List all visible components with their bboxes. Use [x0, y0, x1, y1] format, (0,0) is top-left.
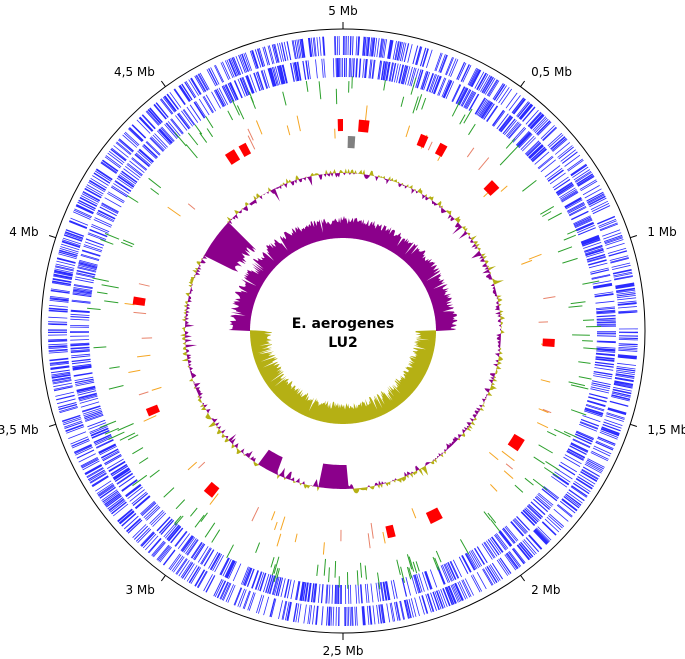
organism-name: E. aerogenes [292, 316, 395, 332]
cds-reverse-ring [69, 57, 617, 605]
scale-ticks [48, 22, 638, 640]
red-region [434, 142, 448, 157]
salmon-feature-marks [133, 128, 556, 549]
scale-label: 1 Mb [647, 225, 676, 239]
red-region [416, 133, 429, 148]
red-region-track [132, 119, 555, 539]
red-region [385, 524, 396, 539]
scale-labels: 5 Mb 0,5 Mb 1 Mb 1,5 Mb 2 Mb 2,5 Mb 3 Mb 3,5 Mb… [0, 4, 685, 658]
green-feature-track [87, 76, 602, 590]
scale-label: 5 Mb [328, 4, 357, 18]
red-region [145, 404, 160, 417]
scale-label: 0,5 Mb [531, 65, 572, 79]
scale-tick [630, 423, 638, 427]
red-region [358, 119, 370, 133]
red-region [483, 180, 500, 196]
scale-label: 3 Mb [125, 583, 154, 597]
red-region [238, 142, 252, 157]
scale-label: 2,5 Mb [323, 644, 364, 658]
orange-feature-track [124, 105, 556, 555]
scale-label: 2 Mb [531, 583, 560, 597]
center-label: E. aerogenes LU2 [292, 316, 395, 351]
scale-tick [520, 575, 526, 582]
gray-region [347, 136, 356, 149]
red-region [337, 119, 343, 132]
orange-feature-marks [124, 105, 554, 555]
scale-label: 4,5 Mb [114, 65, 155, 79]
scale-tick [48, 423, 56, 427]
scale-tick [160, 80, 166, 87]
scale-tick [630, 235, 638, 239]
red-region [542, 338, 555, 347]
cds-tracks [47, 35, 639, 627]
strain-name: LU2 [328, 335, 358, 351]
red-region [224, 149, 241, 165]
cds-forward-ring [47, 35, 639, 627]
scale-tick [520, 80, 526, 87]
scale-label: 4 Mb [9, 225, 38, 239]
red-region [132, 296, 146, 306]
red-region [425, 507, 443, 524]
scale-label: 3,5 Mb [0, 423, 39, 437]
scale-tick [160, 575, 166, 582]
red-region [203, 481, 220, 498]
red-region [507, 433, 525, 452]
green-feature-marks [87, 76, 602, 590]
scale-tick [48, 235, 56, 239]
scale-label: 1,5 Mb [647, 423, 685, 437]
